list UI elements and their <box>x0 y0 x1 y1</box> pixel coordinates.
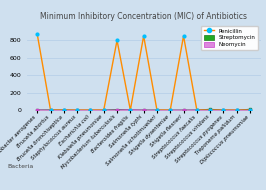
Legend: Penicillin, Streptomycin, Neomycin: Penicillin, Streptomycin, Neomycin <box>201 26 258 50</box>
Text: Bacteria: Bacteria <box>8 164 34 169</box>
Title: Minimum Inhibitory Concentration (MIC) of Antibiotics: Minimum Inhibitory Concentration (MIC) o… <box>40 12 247 21</box>
